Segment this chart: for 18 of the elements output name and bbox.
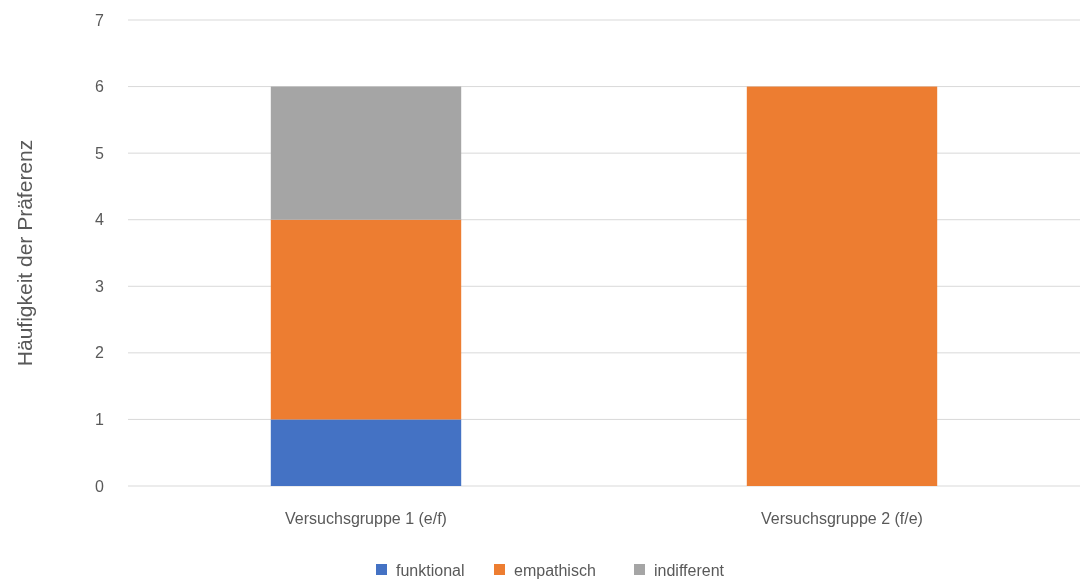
x-tick-label: Versuchsgruppe 2 (f/e): [761, 510, 923, 527]
legend-label: empathisch: [514, 561, 596, 579]
legend-label: indifferent: [654, 561, 725, 579]
y-tick-label: 0: [95, 477, 105, 495]
y-tick-label: 3: [95, 277, 105, 295]
bar: [270, 219, 462, 420]
y-tick-label: 2: [95, 344, 105, 362]
y-tick-label: 5: [95, 144, 105, 162]
y-tick-label: 6: [95, 78, 105, 96]
bar: [270, 419, 462, 486]
legend-label: funktional: [396, 561, 465, 579]
y-tick-label: 7: [95, 11, 105, 29]
x-tick-label: Versuchsgruppe 1 (e/f): [285, 510, 447, 527]
y-axis-title: Häufigkeit der Präferenz: [13, 139, 36, 367]
bar: [746, 86, 938, 486]
y-tick-label: 1: [95, 411, 105, 429]
y-tick-label: 4: [95, 211, 105, 229]
bar: [270, 86, 462, 220]
